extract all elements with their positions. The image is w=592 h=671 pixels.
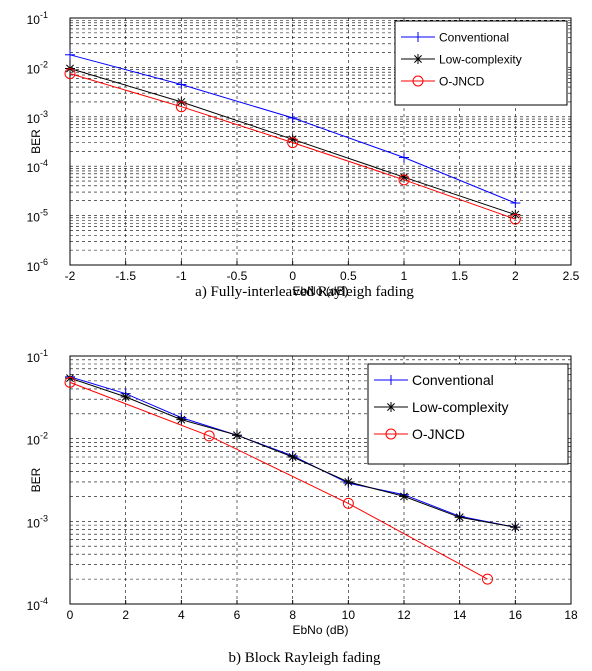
chart-b-y-axis-label: BER [29,467,43,492]
chart-a-o-jncd-point [175,101,187,113]
chart-b-low-complexity-point [287,452,298,463]
chart-a-legend-marker-low-complexity [413,54,423,64]
chart-a-o-jncd-point [64,68,76,80]
chart-b: 0 2 4 6 8 10 12 14 16 18 10-4 10-3 10-2 10-1 EbNo (dB)… [27,348,578,666]
chart-b-x-tick-label: 8 [289,608,296,622]
chart-a-x-tick-label: -2 [65,269,76,283]
chart-b-x-tick-label: 16 [509,608,523,622]
chart-a-x-axis-label: EbNo (dB) [292,284,348,298]
chart-b-y-tick-label: 10-3 [27,513,48,530]
chart-a-axes-box [69,17,572,266]
chart-a-x-tick-label: 1.5 [451,269,468,283]
chart-b-low-complexity-point [120,391,131,402]
chart-a-x-tick-label: 1 [401,269,408,283]
chart-a-legend: Conventional Low-complexity O-JNCD [394,20,568,106]
chart-b-low-complexity-point [454,512,465,523]
chart-a-x-tick-label: -0.5 [227,269,248,283]
chart-b-x-tick-label: 6 [234,608,241,622]
chart-a-series-conventional [65,49,521,208]
chart-b-o-jncd-point [64,376,76,388]
chart-a-conventional-point [176,79,187,90]
chart-a-conventional-point [287,112,298,123]
chart-b-y-tick-label: 10-2 [27,431,48,448]
chart-b-series-low-complexity [65,373,521,533]
chart-a-legend-label-o-jncd: O-JNCD [439,74,485,88]
chart-b-low-complexity-point [232,430,242,441]
chart-b-x-tick-label: 18 [564,608,578,622]
chart-b-x-tick-label: 14 [453,608,467,622]
chart-b-legend-label-o-jncd: O-JNCD [412,426,465,442]
chart-b-legend-marker-o-jncd [385,428,397,440]
chart-b-legend-label-low-complexity: Low-complexity [412,399,508,415]
chart-a-o-jncd-point [287,137,299,149]
chart-a-conventional-point [65,49,75,60]
chart-a-y-tick-label: 10-1 [27,10,48,27]
chart-a-legend-marker-o-jncd [412,75,424,87]
chart-b-legend-marker-low-complexity [386,402,396,412]
chart-a-series-o-jncd [64,68,521,225]
chart-a-low-complexity-point [399,172,409,183]
chart-a-y-tick-label: 10-5 [27,208,48,225]
chart-a-o-jncd-line [69,73,516,220]
chart-b-legend: Conventional Low-complexity O-JNCD [367,363,569,465]
chart-a-conventional-point [399,152,409,163]
chart-a-legend-label-conventional: Conventional [439,30,509,44]
chart-b-x-tick-label: 12 [397,608,411,622]
chart-a-conventional-point [510,197,521,208]
chart-b-y-tick-label: 10-1 [27,348,48,365]
chart-b-low-complexity-point [399,491,409,502]
chart-b-low-complexity-point [343,476,354,487]
chart-b-o-jncd-point [203,430,215,442]
chart-a-caption: a) Fully-interleaved Rayleigh fading [195,284,414,300]
chart-a-x-tick-label: -1 [176,269,187,283]
chart-b-axes-box [69,355,572,605]
chart-b-o-jncd-line [69,381,488,580]
chart-b-x-tick-label: 0 [67,608,74,622]
chart-a-x-tick-label: 0 [289,269,296,283]
chart-a-x-tick-label: 2 [512,269,519,283]
chart-b-x-tick-label: 4 [178,608,185,622]
chart-a-y-tick-label: 10-3 [27,109,48,126]
chart-a: -2 -1.5 -1 -0.5 0 0.5 1 1.5 2 2.5 10-6 10-5 10-4 10-3… [27,10,580,300]
chart-b-o-jncd-point [482,573,493,585]
chart-b-legend-marker-conventional [386,375,396,385]
chart-a-legend-label-low-complexity: Low-complexity [439,52,522,66]
chart-b-x-axis-label: EbNo (dB) [292,623,348,637]
chart-a-x-tick-label: 2.5 [563,269,580,283]
chart-b-series-o-jncd [64,376,493,585]
chart-a-o-jncd-point [509,213,521,225]
chart-b-low-complexity-point [510,522,521,533]
chart-b-legend-label-conventional: Conventional [412,372,494,388]
chart-a-y-tick-label: 10-4 [27,158,48,175]
chart-a-y-axis-label: BER [29,129,43,154]
chart-b-caption: b) Block Rayleigh fading [228,650,381,666]
chart-a-y-tick-label: 10-2 [27,59,48,76]
chart-b-y-tick-label: 10-4 [27,596,48,613]
chart-a-y-tick-label: 10-6 [27,257,48,274]
chart-b-low-complexity-point [176,414,187,425]
chart-a-x-tick-label: 0.5 [340,269,357,283]
chart-a-x-tick-label: -1.5 [115,269,136,283]
chart-a-o-jncd-point [398,174,410,186]
chart-b-x-tick-label: 10 [342,608,356,622]
chart-b-o-jncd-point [342,497,354,509]
chart-b-x-tick-label: 2 [122,608,129,622]
chart-a-legend-marker-conventional [413,32,423,42]
